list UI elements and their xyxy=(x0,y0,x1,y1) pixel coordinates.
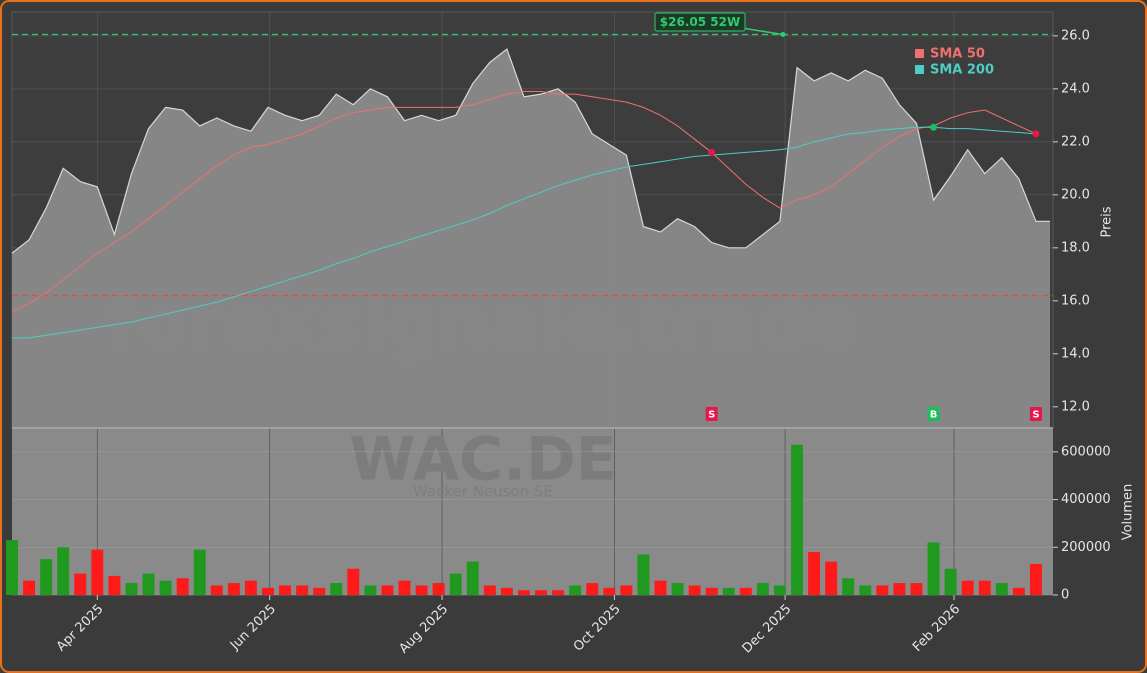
volume-bar xyxy=(330,583,343,595)
volume-bar xyxy=(74,573,87,595)
volume-bar xyxy=(244,580,257,595)
y-tick-label: 26.0 xyxy=(1061,28,1090,43)
volume-bar xyxy=(910,583,923,595)
signal-marker xyxy=(927,407,940,421)
volume-bar xyxy=(603,587,616,595)
volume-bar xyxy=(415,585,428,595)
volume-bar xyxy=(773,585,786,595)
volume-bar xyxy=(876,585,889,595)
volume-bar xyxy=(654,580,667,595)
volume-bar xyxy=(893,583,906,595)
cross-dot xyxy=(930,123,938,131)
volume-bar xyxy=(296,585,309,595)
volume-bar xyxy=(23,580,36,595)
annotation-label: $26.05 52W xyxy=(660,15,740,29)
volume-bar xyxy=(91,549,104,595)
y-tick-label: 600000 xyxy=(1061,444,1111,459)
legend-label: SMA 200 xyxy=(930,63,994,78)
volume-bar xyxy=(262,587,274,595)
volume-bar xyxy=(449,573,462,595)
annotation-box xyxy=(654,12,746,32)
volume-bar xyxy=(517,590,530,595)
legend-swatch xyxy=(915,49,924,58)
volume-bar xyxy=(466,561,479,595)
y-tick-label: 22.0 xyxy=(1061,134,1090,149)
volume-bar xyxy=(432,583,445,595)
volume-bar xyxy=(142,573,155,595)
volume-bar xyxy=(313,587,326,595)
y-axis-label: Preis xyxy=(1100,206,1115,237)
volume-bar xyxy=(483,585,496,595)
y-tick-label: 14.0 xyxy=(1061,346,1090,361)
sma-line xyxy=(11,90,1037,312)
volume-bar xyxy=(108,575,121,595)
volume-bar xyxy=(398,580,411,595)
y-tick-label: 20.0 xyxy=(1061,187,1090,202)
volume-panel xyxy=(12,428,1053,595)
volume-bar xyxy=(364,585,377,595)
y-tick-label: 400000 xyxy=(1061,492,1111,507)
volume-bar xyxy=(944,568,957,595)
volume-bar xyxy=(842,578,855,595)
signal-label: S xyxy=(708,410,715,421)
volume-bar xyxy=(500,587,513,595)
volume-bar xyxy=(671,583,684,595)
volume-bar xyxy=(40,559,53,595)
volume-bar xyxy=(791,444,803,595)
volume-bar xyxy=(210,585,223,595)
volume-bar xyxy=(637,554,650,595)
annotation-tip xyxy=(780,32,786,38)
signal-label: B xyxy=(930,410,938,421)
price-line xyxy=(11,48,1050,254)
y-tick-label: 18.0 xyxy=(1061,240,1090,255)
volume-bar xyxy=(1012,587,1025,595)
signal-marker xyxy=(1029,407,1042,421)
volume-bar xyxy=(159,580,172,595)
volume-bar xyxy=(279,585,292,595)
volume-bar xyxy=(722,587,735,595)
volume-bar xyxy=(227,583,240,595)
volume-bar xyxy=(688,585,701,595)
y-axis-label: Volumen xyxy=(1121,484,1136,541)
volume-bar xyxy=(569,585,582,595)
volume-bar xyxy=(347,568,360,595)
cross-dot xyxy=(1032,130,1040,138)
volume-bar xyxy=(978,580,991,595)
volume-bar xyxy=(739,587,752,595)
volume-bar xyxy=(6,540,18,595)
legend-swatch xyxy=(915,65,924,74)
volume-bar xyxy=(927,542,940,595)
cross-dot xyxy=(708,148,716,156)
y-tick-label: 12.0 xyxy=(1061,399,1090,414)
y-tick-label: 24.0 xyxy=(1061,81,1090,96)
name-watermark: Wacker Neuson SE xyxy=(413,483,553,501)
signal-marker xyxy=(705,407,718,421)
volume-bar xyxy=(705,587,718,595)
volume-bar xyxy=(193,549,206,595)
sma-line xyxy=(12,126,1036,339)
volume-bar xyxy=(57,547,70,595)
volume-bar xyxy=(756,583,769,595)
ticker-watermark: WAC.DE xyxy=(349,425,617,495)
volume-bar xyxy=(1029,563,1042,595)
volume-bar xyxy=(381,585,394,595)
legend-label: SMA 50 xyxy=(930,47,985,62)
y-tick-label: 16.0 xyxy=(1061,293,1090,308)
y-tick-label: 200000 xyxy=(1061,540,1111,555)
volume-bar xyxy=(620,585,633,595)
volume-bar xyxy=(125,583,138,595)
signal-label: S xyxy=(1032,410,1039,421)
volume-bar xyxy=(995,583,1008,595)
volume-bar xyxy=(825,561,838,595)
volume-bar xyxy=(808,552,821,595)
volume-bar xyxy=(552,590,565,595)
annotation-arrow xyxy=(741,27,784,36)
volume-bar xyxy=(961,580,974,595)
volume-bar xyxy=(586,583,599,595)
volume-bar xyxy=(859,585,872,595)
y-tick-label: 0 xyxy=(1061,588,1069,603)
volume-bar xyxy=(176,578,189,595)
volume-bar xyxy=(535,590,548,595)
